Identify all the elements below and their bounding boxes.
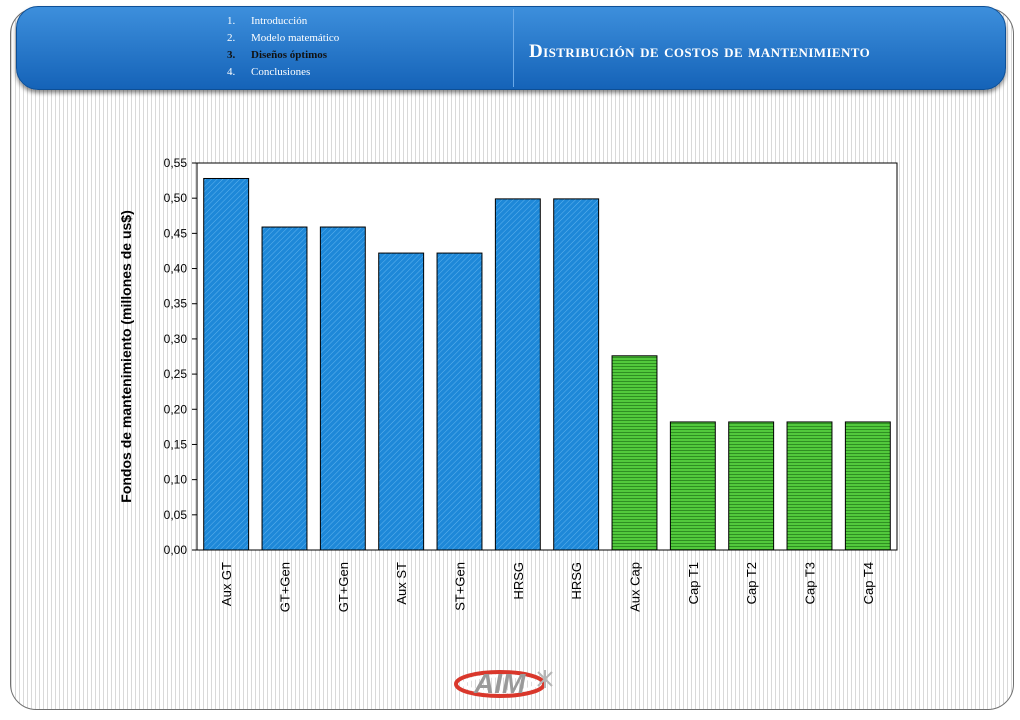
y-axis: 0,00 0,05 0,10 0,15 0,20 0,25 0,30 0,35 0,40 0,45… xyxy=(164,156,197,557)
toc-item-disenos-optimos[interactable]: 3. Diseños óptimos xyxy=(227,49,328,61)
toc-item-modelo-matematico[interactable]: 2. Modelo matemático xyxy=(227,32,340,44)
x-tick-label: Aux Cap xyxy=(628,562,643,612)
y-tick-label: 0,15 xyxy=(164,437,188,451)
x-tick-label: Cap T2 xyxy=(744,562,759,604)
x-tick-label: GT+Gen xyxy=(278,562,293,612)
bar xyxy=(261,226,308,551)
x-tick-label: ST+Gen xyxy=(453,562,468,611)
x-tick-label: HRSG xyxy=(511,562,526,600)
y-tick-label: 0,55 xyxy=(164,156,188,170)
x-axis: Aux GT GT+Gen GT+Gen Aux ST ST+Gen HRSG HRSG Au… xyxy=(219,562,876,612)
bar xyxy=(494,198,541,551)
x-tick-label: HRSG xyxy=(569,562,584,600)
header-divider xyxy=(513,9,514,87)
y-tick-label: 0,30 xyxy=(164,332,188,346)
x-tick-label: Cap T3 xyxy=(803,562,818,604)
bar xyxy=(319,226,366,551)
y-tick-label: 0,20 xyxy=(164,402,188,416)
y-tick-label: 0,45 xyxy=(164,226,188,240)
table-of-contents: 1. Introducción 2. Modelo matemático 3. Dis… xyxy=(227,13,339,81)
y-tick-label: 0,35 xyxy=(164,297,188,311)
y-tick-label: 0,00 xyxy=(164,543,188,557)
toc-item-introduccion[interactable]: 1. Introducción xyxy=(227,15,308,27)
bar xyxy=(844,421,891,551)
slide-title: Distribución de costos de mantenimiento xyxy=(529,41,871,62)
y-tick-label: 0,10 xyxy=(164,473,188,487)
header-bar: 1. Introducción 2. Modelo matemático 3. Dis… xyxy=(16,6,1006,90)
aim-logo: AIM xyxy=(454,668,553,699)
logo-lettering: AIM xyxy=(473,668,526,699)
bars xyxy=(203,177,891,551)
bar xyxy=(203,177,250,551)
y-tick-label: 0,05 xyxy=(164,508,188,522)
x-tick-label: Cap T4 xyxy=(861,562,876,604)
y-tick-label: 0,25 xyxy=(164,367,188,381)
x-tick-label: Aux ST xyxy=(394,562,409,605)
x-tick-label: Aux GT xyxy=(219,562,234,606)
y-tick-label: 0,40 xyxy=(164,262,188,276)
y-axis-label: Fondos de mantenimiento (millones de us$… xyxy=(118,210,134,502)
x-tick-label: Cap T1 xyxy=(686,562,701,604)
toc-item-conclusiones[interactable]: 4. Conclusiones xyxy=(227,66,311,78)
bar xyxy=(436,252,483,551)
bar xyxy=(728,421,775,551)
bar xyxy=(553,198,600,551)
plot-area xyxy=(196,162,898,551)
bar xyxy=(378,252,425,551)
bar xyxy=(669,421,716,551)
bar xyxy=(611,355,658,551)
y-tick-label: 0,50 xyxy=(164,191,188,205)
x-tick-label: GT+Gen xyxy=(336,562,351,612)
bar xyxy=(786,421,833,551)
